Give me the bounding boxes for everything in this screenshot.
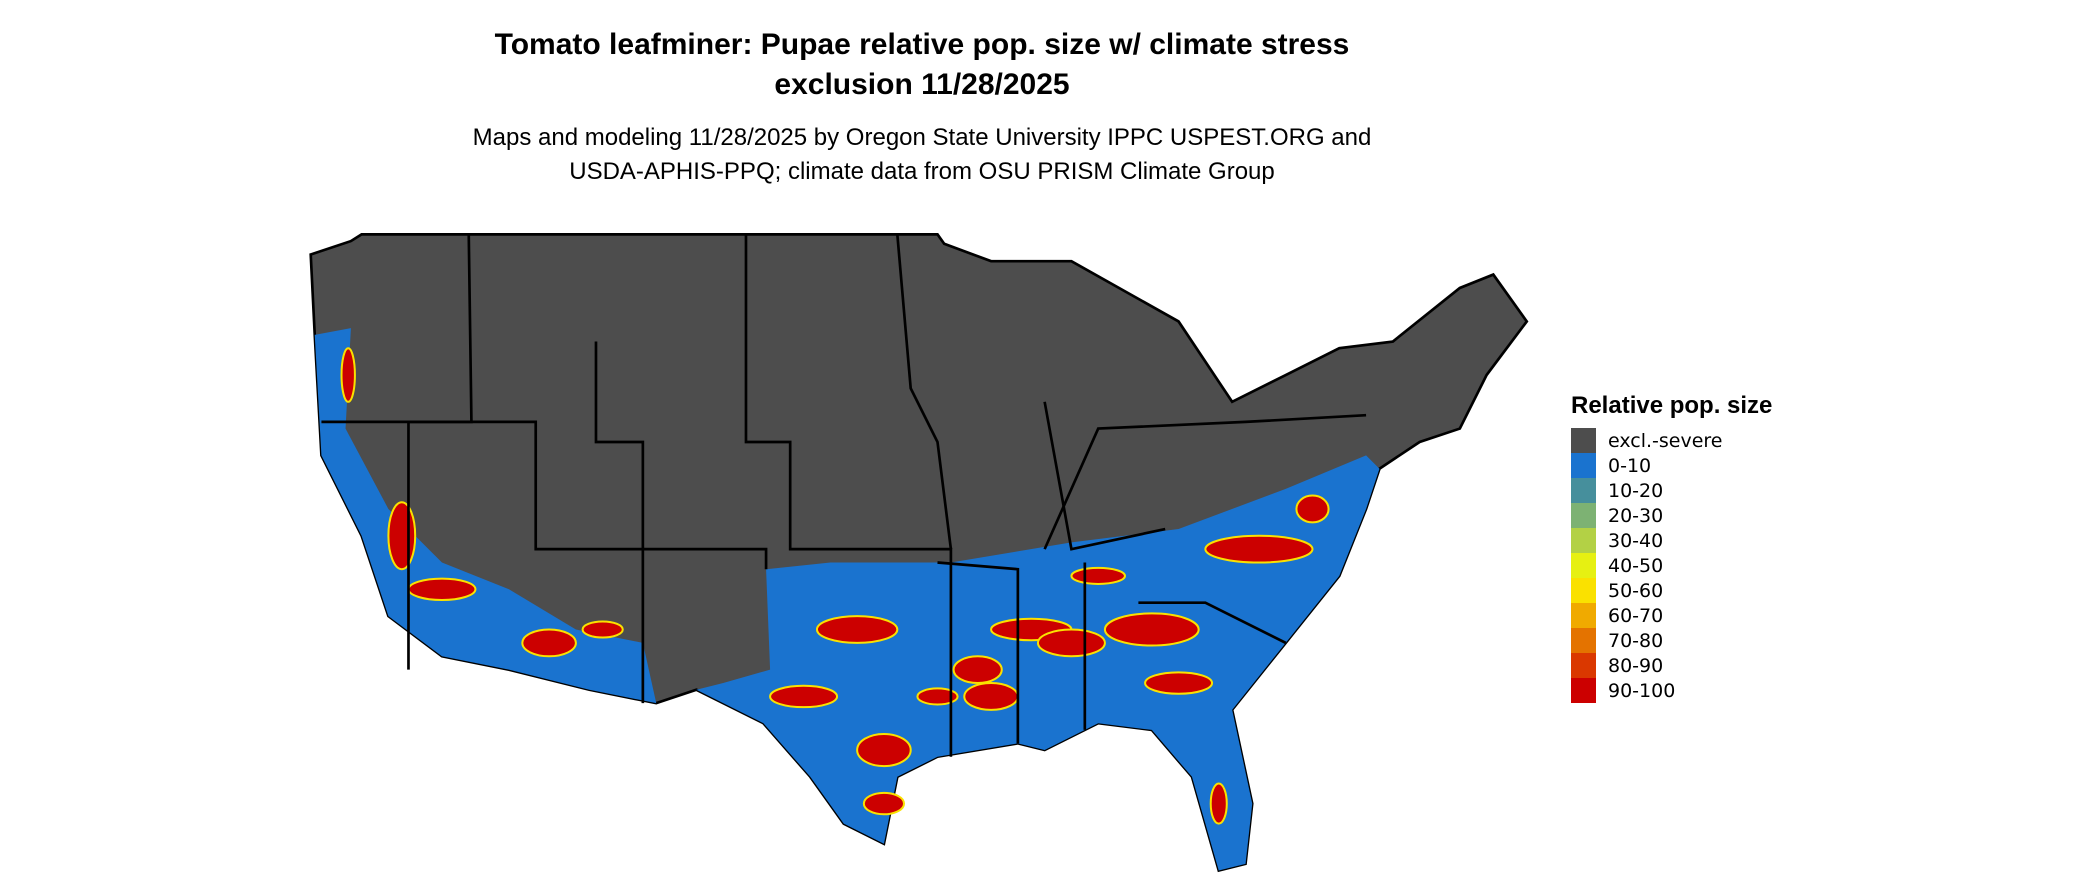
legend-label: 50-60 — [1608, 579, 1664, 602]
subtitle-line2: USDA-APHIS-PPQ; climate data from OSU PR… — [569, 158, 1275, 185]
legend-item: 40-50 — [1571, 553, 1772, 578]
hotspot-blob — [407, 577, 477, 602]
map-title-line2: exclusion 11/28/2025 — [774, 68, 1070, 101]
hotspot-blob — [340, 347, 356, 403]
hotspot-blob — [769, 684, 839, 709]
legend-label: 40-50 — [1608, 554, 1664, 577]
hotspot-blob — [1070, 566, 1127, 585]
legend-item: 0-10 — [1571, 453, 1772, 478]
hotspot-blob — [1103, 612, 1200, 647]
hotspot-blob — [856, 732, 912, 768]
legend-swatch — [1571, 478, 1596, 503]
hotspot-blob — [952, 655, 1003, 685]
legend-item: 90-100 — [1571, 678, 1772, 703]
hotspot-blob — [1204, 534, 1314, 564]
legend-swatch — [1571, 503, 1596, 528]
legend-label: 60-70 — [1608, 604, 1664, 627]
legend-swatch — [1571, 528, 1596, 553]
hotspot-blob — [963, 682, 1019, 711]
legend-label: 20-30 — [1608, 504, 1664, 527]
map-title-line1: Tomato leafminer: Pupae relative pop. si… — [494, 28, 1350, 61]
hotspot-blob — [1144, 671, 1214, 695]
legend-item: excl.-severe — [1571, 428, 1772, 453]
legend-item: 10-20 — [1571, 478, 1772, 503]
legend-label: 80-90 — [1608, 654, 1664, 677]
hotspot-blob — [581, 620, 624, 639]
hotspot-blob — [862, 791, 906, 816]
legend-item: 20-30 — [1571, 503, 1772, 528]
legend-swatch — [1571, 553, 1596, 578]
hotspot-blob — [815, 615, 899, 644]
legend-swatch — [1571, 678, 1596, 703]
legend-swatch — [1571, 578, 1596, 603]
legend-label: 30-40 — [1608, 529, 1664, 552]
legend-label: 0-10 — [1608, 454, 1652, 477]
hotspot-blob — [387, 501, 417, 571]
hotspot-blob — [1209, 782, 1228, 825]
suitable-south-region — [696, 455, 1380, 871]
state-borders — [321, 234, 1367, 757]
legend-label: 70-80 — [1608, 629, 1664, 652]
legend-label: excl.-severe — [1608, 429, 1723, 452]
legend-label: 90-100 — [1608, 679, 1676, 702]
hotspot-blob — [1036, 628, 1106, 658]
legend-swatch — [1571, 653, 1596, 678]
legend-item: 70-80 — [1571, 628, 1772, 653]
legend-item: 30-40 — [1571, 528, 1772, 553]
legend-item: 50-60 — [1571, 578, 1772, 603]
legend-title: Relative pop. size — [1571, 392, 1773, 419]
hotspot-blob — [521, 628, 577, 658]
legend-swatch — [1571, 603, 1596, 628]
hotspot-blob — [916, 687, 959, 706]
legend-label: 10-20 — [1608, 479, 1664, 502]
legend-item: 60-70 — [1571, 603, 1772, 628]
hotspot-blob — [1295, 494, 1330, 524]
legend: Relative pop. size excl.-severe 0-10 10-20… — [1571, 392, 1772, 703]
legend-item: 80-90 — [1571, 653, 1772, 678]
subtitle-line1: Maps and modeling 11/28/2025 by Oregon S… — [472, 124, 1372, 151]
suitable-west-region — [314, 328, 657, 704]
legend-swatch — [1571, 453, 1596, 478]
legend-swatch — [1571, 628, 1596, 653]
legend-swatch — [1571, 428, 1596, 453]
